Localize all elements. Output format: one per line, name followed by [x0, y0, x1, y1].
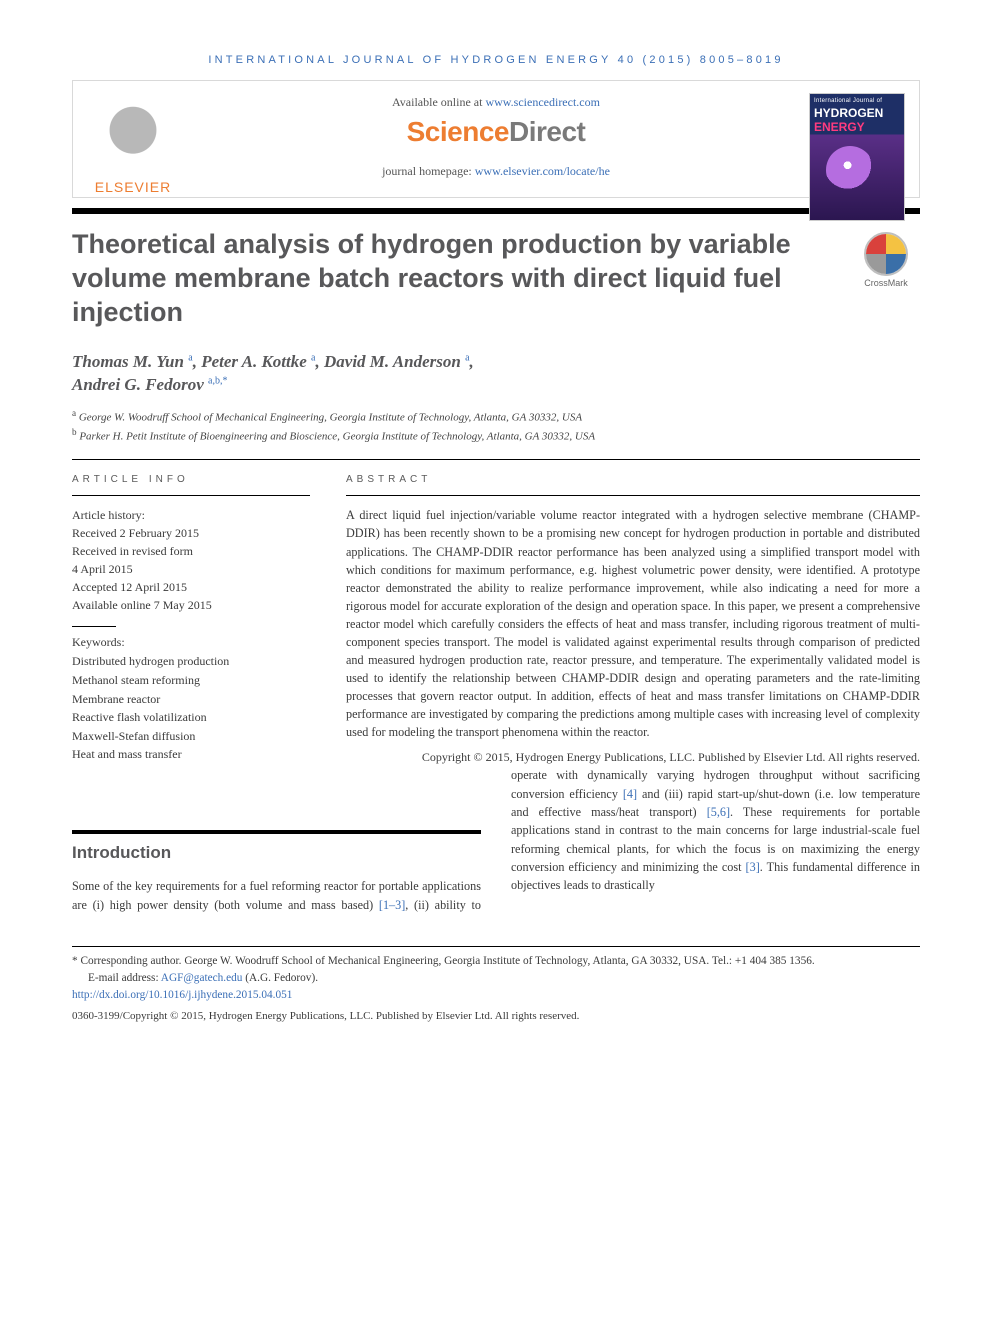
affiliations: a George W. Woodruff School of Mechanica…: [72, 407, 920, 445]
crossmark-badge-icon: [864, 232, 908, 276]
keyword: Methanol steam reforming: [72, 671, 310, 690]
abstract-copyright: Copyright © 2015, Hydrogen Energy Public…: [346, 749, 920, 766]
history-line: Received 2 February 2015: [72, 524, 310, 542]
citation-link[interactable]: [4]: [623, 787, 637, 801]
homepage-line: journal homepage: www.elsevier.com/locat…: [73, 164, 919, 179]
affiliation-b: b Parker H. Petit Institute of Bioengine…: [72, 426, 920, 445]
article-info-col: ARTICLE INFO Article history: Received 2…: [72, 474, 310, 766]
cover-energy: ENERGY: [814, 120, 900, 134]
keyword: Maxwell-Stefan diffusion: [72, 727, 310, 746]
footnotes: * Corresponding author. George W. Woodru…: [72, 946, 920, 1024]
journal-cover-thumb: International Journal of HYDROGEN ENERGY: [809, 93, 905, 221]
corresponding-asterisk[interactable]: *: [222, 376, 227, 387]
authors-block: Thomas M. Yun a, Peter A. Kottke a, Davi…: [72, 351, 920, 397]
sd-logo-part1: Science: [407, 116, 509, 147]
keyword: Heat and mass transfer: [72, 745, 310, 764]
citation-link[interactable]: [3]: [746, 860, 760, 874]
body-columns: Introduction Some of the key requirement…: [72, 766, 920, 914]
cover-hydrogen: HYDROGEN: [814, 106, 900, 120]
elsevier-wordmark: ELSEVIER: [87, 179, 179, 195]
email-link[interactable]: AGF@gatech.edu: [161, 972, 243, 984]
title-row: Theoretical analysis of hydrogen product…: [72, 228, 920, 329]
intro-heading: Introduction: [72, 840, 481, 866]
history-line: 4 April 2015: [72, 560, 310, 578]
abstract-head: ABSTRACT: [346, 474, 920, 485]
section-thick-rule: [72, 830, 481, 834]
history-line: Available online 7 May 2015: [72, 596, 310, 614]
abstract-subrule: [346, 495, 920, 496]
elsevier-tree-icon: [94, 99, 172, 177]
citation-link[interactable]: [5,6]: [707, 805, 730, 819]
available-prefix: Available online at: [392, 95, 485, 109]
sd-logo-part2: Direct: [509, 116, 585, 147]
email-footnote: E-mail address: AGF@gatech.edu (A.G. Fed…: [72, 970, 920, 987]
abstract-text: A direct liquid fuel injection/variable …: [346, 506, 920, 741]
abstract-col: ABSTRACT A direct liquid fuel injection/…: [346, 474, 920, 766]
keywords-list: Distributed hydrogen production Methanol…: [72, 652, 310, 764]
corresponding-footnote: * Corresponding author. George W. Woodru…: [72, 953, 920, 970]
available-online-line: Available online at www.sciencedirect.co…: [73, 95, 919, 110]
info-rule: [72, 459, 920, 460]
author-1: Thomas M. Yun: [72, 352, 188, 371]
cover-graphic-icon: [826, 146, 874, 194]
sciencedirect-logo: ScienceDirect: [73, 116, 919, 148]
history-block: Article history: Received 2 February 201…: [72, 506, 310, 614]
elsevier-logo-block: ELSEVIER: [87, 99, 179, 195]
title-rule: [72, 208, 920, 214]
info-subrule: [72, 495, 310, 496]
email-label: E-mail address:: [88, 972, 161, 984]
author-4: Andrei G. Fedorov: [72, 375, 208, 394]
author-4-affil[interactable]: a,b,: [208, 376, 222, 387]
issn-copyright-line: 0360-3199/Copyright © 2015, Hydrogen Ene…: [72, 1008, 920, 1025]
keywords-label: Keywords:: [72, 635, 310, 650]
affiliation-a: a George W. Woodruff School of Mechanica…: [72, 407, 920, 426]
homepage-prefix: journal homepage:: [382, 164, 475, 178]
corr-label: * Corresponding author.: [72, 955, 182, 967]
sciencedirect-link[interactable]: www.sciencedirect.com: [485, 95, 600, 109]
citation-link[interactable]: [1–3]: [379, 898, 405, 912]
keyword: Reactive flash volatilization: [72, 708, 310, 727]
article-title: Theoretical analysis of hydrogen product…: [72, 228, 834, 329]
running-head: INTERNATIONAL JOURNAL OF HYDROGEN ENERGY…: [72, 54, 920, 66]
masthead-box: ELSEVIER International Journal of HYDROG…: [72, 80, 920, 198]
crossmark-widget[interactable]: CrossMark: [852, 232, 920, 288]
history-label: Article history:: [72, 506, 310, 524]
keywords-rule: [72, 626, 116, 627]
doi-link[interactable]: http://dx.doi.org/10.1016/j.ijhydene.201…: [72, 989, 292, 1001]
article-info-head: ARTICLE INFO: [72, 474, 310, 485]
author-2: Peter A. Kottke: [201, 352, 311, 371]
homepage-link[interactable]: www.elsevier.com/locate/he: [475, 164, 610, 178]
info-abstract-row: ARTICLE INFO Article history: Received 2…: [72, 474, 920, 766]
cover-journal-line: International Journal of: [814, 98, 900, 104]
page-root: INTERNATIONAL JOURNAL OF HYDROGEN ENERGY…: [0, 0, 992, 1064]
history-line: Accepted 12 April 2015: [72, 578, 310, 596]
keyword: Distributed hydrogen production: [72, 652, 310, 671]
history-line: Received in revised form: [72, 542, 310, 560]
keyword: Membrane reactor: [72, 690, 310, 709]
author-3: David M. Anderson: [324, 352, 465, 371]
crossmark-label: CrossMark: [864, 278, 908, 288]
